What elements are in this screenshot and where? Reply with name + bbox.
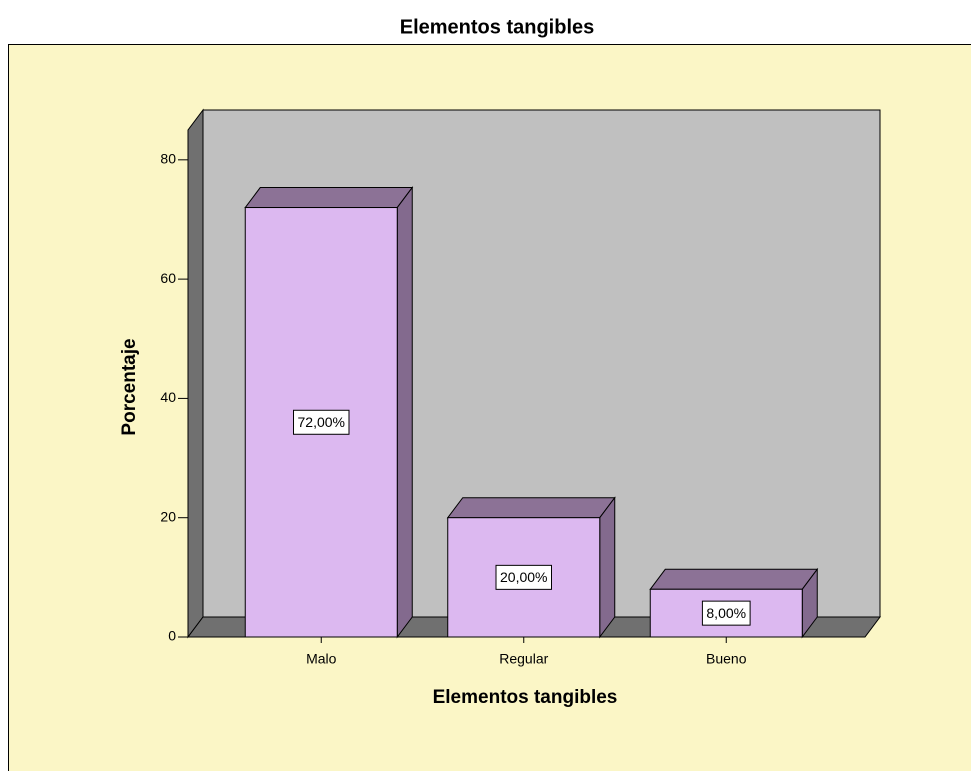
value-label: 20,00% (500, 569, 547, 585)
x-tick-label: Regular (499, 651, 548, 667)
bar-side (599, 496, 616, 639)
y-tick-label: 40 (160, 389, 176, 405)
side-wall (187, 108, 204, 639)
x-axis-title: Elementos tangibles (433, 687, 618, 708)
value-label-box (293, 409, 350, 435)
bar-top (244, 187, 414, 209)
bar-top (446, 497, 616, 519)
y-tick-label: 60 (160, 270, 176, 286)
value-label-box (701, 600, 751, 626)
y-axis-title: Porcentaje (119, 338, 140, 435)
y-tick-label: 0 (168, 628, 176, 644)
y-tick-label: 80 (160, 151, 176, 167)
bar-top (649, 568, 819, 590)
value-label-box (495, 564, 552, 590)
x-tick-label: Malo (306, 651, 337, 667)
bar-side (396, 186, 413, 639)
value-label: 8,00% (706, 605, 746, 621)
y-tick-label: 20 (160, 508, 176, 524)
value-label: 72,00% (298, 414, 345, 430)
chart-title: Elementos tangibles (400, 16, 595, 38)
x-tick-label: Bueno (706, 651, 747, 667)
